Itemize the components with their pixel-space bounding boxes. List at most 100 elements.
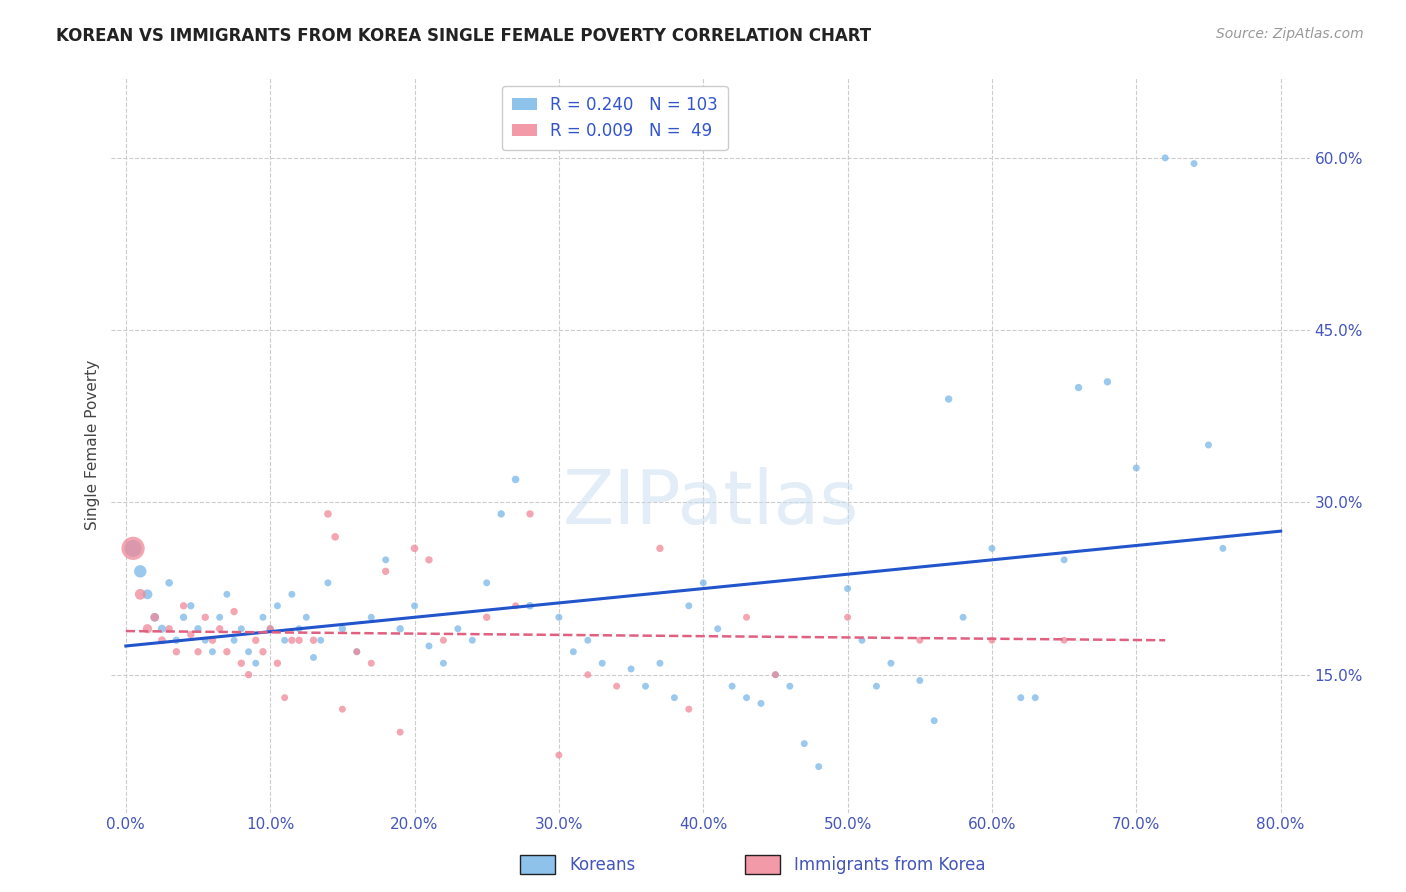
Point xyxy=(648,657,671,671)
Point xyxy=(165,633,187,648)
Point xyxy=(505,472,527,486)
Point xyxy=(332,702,354,716)
Point xyxy=(981,633,1004,648)
Point xyxy=(678,599,700,613)
Point xyxy=(281,633,304,648)
Point xyxy=(252,610,274,624)
Point xyxy=(122,541,145,556)
Point xyxy=(266,657,288,671)
Point xyxy=(259,622,281,636)
Point xyxy=(259,622,281,636)
Point xyxy=(1154,151,1177,165)
Point xyxy=(576,633,599,648)
Point xyxy=(309,633,332,648)
Point xyxy=(404,599,426,613)
Point xyxy=(981,541,1004,556)
Point xyxy=(1125,461,1147,475)
Point xyxy=(187,622,209,636)
Point xyxy=(266,599,288,613)
Point xyxy=(908,633,931,648)
Point xyxy=(143,610,166,624)
Point xyxy=(150,633,173,648)
Point xyxy=(231,657,253,671)
Point xyxy=(273,633,295,648)
Point xyxy=(273,690,295,705)
Point xyxy=(749,697,772,711)
Point xyxy=(245,657,267,671)
Point xyxy=(288,622,311,636)
Point xyxy=(765,667,787,681)
Point xyxy=(252,645,274,659)
Legend: R = 0.240   N = 103, R = 0.009   N =  49: R = 0.240 N = 103, R = 0.009 N = 49 xyxy=(502,86,728,150)
Point xyxy=(837,610,859,624)
Point xyxy=(129,587,152,601)
Point xyxy=(562,645,585,659)
Point xyxy=(208,610,231,624)
Point xyxy=(245,633,267,648)
Point xyxy=(157,575,180,590)
Point xyxy=(576,667,599,681)
Point xyxy=(224,605,246,619)
Point xyxy=(302,650,325,665)
Point xyxy=(922,714,945,728)
Point xyxy=(475,610,498,624)
Point xyxy=(721,679,744,693)
Point xyxy=(648,541,671,556)
Point xyxy=(173,610,195,624)
Point xyxy=(461,633,484,648)
Point xyxy=(432,657,454,671)
Point xyxy=(1212,541,1234,556)
Point xyxy=(374,565,396,579)
Point xyxy=(519,599,541,613)
Point xyxy=(678,702,700,716)
Point xyxy=(173,599,195,613)
Point xyxy=(519,507,541,521)
Point xyxy=(194,633,217,648)
Point xyxy=(281,587,304,601)
Point xyxy=(880,657,903,671)
Point xyxy=(224,633,246,648)
Point xyxy=(489,507,512,521)
Point xyxy=(1053,553,1076,567)
Point xyxy=(165,645,187,659)
Point xyxy=(865,679,887,693)
Point xyxy=(302,633,325,648)
Point xyxy=(548,748,571,763)
Point xyxy=(180,627,202,641)
Point xyxy=(288,633,311,648)
Point xyxy=(620,662,643,676)
Point xyxy=(606,679,628,693)
Point xyxy=(180,599,202,613)
Point xyxy=(360,657,382,671)
Point xyxy=(374,553,396,567)
Point xyxy=(1182,156,1205,170)
Point xyxy=(122,541,145,556)
Point xyxy=(215,645,238,659)
Text: KOREAN VS IMMIGRANTS FROM KOREA SINGLE FEMALE POVERTY CORRELATION CHART: KOREAN VS IMMIGRANTS FROM KOREA SINGLE F… xyxy=(56,27,872,45)
Point xyxy=(238,667,260,681)
Point xyxy=(238,645,260,659)
Point xyxy=(1053,633,1076,648)
Point xyxy=(938,392,960,406)
Point xyxy=(389,725,412,739)
Point xyxy=(851,633,873,648)
Point xyxy=(505,599,527,613)
Point xyxy=(432,633,454,648)
Point xyxy=(952,610,974,624)
Point xyxy=(1067,380,1090,394)
Point xyxy=(157,622,180,636)
Point xyxy=(295,610,318,624)
Point xyxy=(634,679,657,693)
Y-axis label: Single Female Poverty: Single Female Poverty xyxy=(86,359,100,530)
Point xyxy=(360,610,382,624)
Point xyxy=(779,679,801,693)
Point xyxy=(208,622,231,636)
Point xyxy=(129,565,152,579)
Point xyxy=(346,645,368,659)
Text: Source: ZipAtlas.com: Source: ZipAtlas.com xyxy=(1216,27,1364,41)
Point xyxy=(323,530,346,544)
Point xyxy=(136,587,159,601)
Point xyxy=(475,575,498,590)
Point xyxy=(418,553,440,567)
Point xyxy=(194,610,217,624)
